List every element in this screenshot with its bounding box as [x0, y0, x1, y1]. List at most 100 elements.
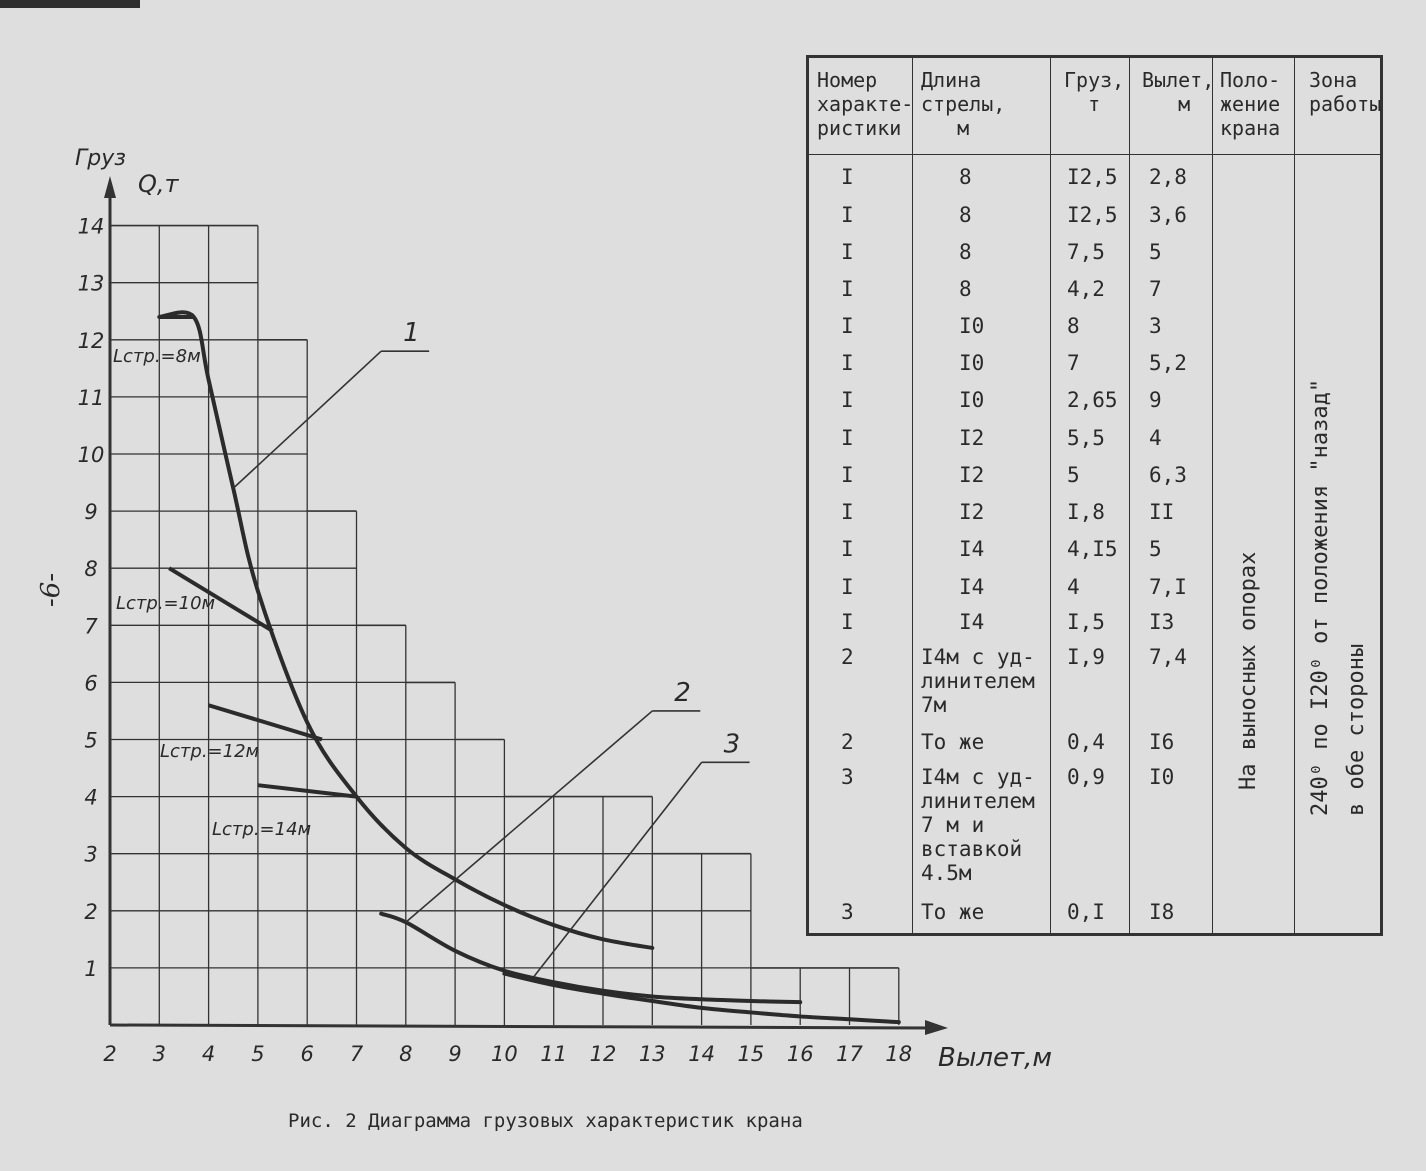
load-cell: I,8	[1067, 500, 1105, 524]
characteristic-number-cell: 3	[841, 900, 854, 924]
load-cell: 0,4	[1067, 730, 1105, 754]
characteristic-number-cell: 2	[841, 730, 854, 754]
y-tick-label: 13	[78, 272, 105, 296]
radius-cell: I6	[1149, 730, 1175, 754]
radius-cell: 3	[1149, 314, 1162, 338]
boom-length-cell: I0	[959, 351, 985, 375]
boom-length-label: Lстр.=14м	[212, 819, 311, 840]
boom-length-cell: I4	[959, 610, 985, 634]
radius-cell: 6,3	[1149, 463, 1187, 487]
table-header-radius: Вылет, м	[1142, 68, 1215, 116]
x-tick-label: 18	[885, 1042, 912, 1066]
table-header-divider	[809, 154, 1380, 155]
y-tick-label: 9	[84, 500, 97, 524]
x-tick-label: 16	[787, 1042, 814, 1066]
x-tick-label: 2	[103, 1042, 116, 1066]
boom-length-line	[168, 566, 274, 633]
y-tick-label: 12	[78, 329, 105, 353]
table-column-divider	[1212, 58, 1213, 933]
y-tick-label: 11	[78, 386, 105, 410]
radius-cell: 7	[1149, 277, 1162, 301]
table-header-number: Номер характе- ристики	[817, 68, 914, 140]
load-table: Номер характе- ристики Длина стрелы, м Г…	[806, 55, 1383, 936]
load-cell: I,5	[1067, 610, 1105, 634]
curve-3	[502, 971, 901, 1025]
characteristic-number-cell: I	[841, 500, 854, 524]
y-tick-label: 1	[84, 957, 97, 981]
characteristic-number-cell: I	[841, 351, 854, 375]
x-axis-line	[109, 1023, 941, 1030]
boom-length-label: Lстр.=8м	[113, 346, 201, 367]
boom-length-cell: 8	[959, 165, 972, 189]
characteristic-number-cell: 3	[841, 765, 854, 789]
x-tick-label: 15	[738, 1042, 765, 1066]
radius-cell: 2,8	[1149, 165, 1187, 189]
boom-length-cell: I4	[959, 537, 985, 561]
radius-cell: 4	[1149, 426, 1162, 450]
y-tick-label: 5	[84, 729, 97, 753]
characteristic-number-cell: I	[841, 388, 854, 412]
y-tick-label: 8	[84, 557, 97, 581]
characteristic-number-cell: I	[841, 575, 854, 599]
scan-edge-mark	[0, 0, 140, 8]
radius-cell: I8	[1149, 900, 1175, 924]
boom-length-label: Lстр.=10м	[116, 593, 215, 614]
characteristic-number-cell: I	[841, 165, 854, 189]
load-cell: 4,I5	[1067, 537, 1118, 561]
work-zone-text: 240⁰ по I20⁰ от положения "назад"	[1308, 378, 1333, 816]
x-tick-label: 9	[448, 1042, 461, 1066]
curve-2	[379, 911, 803, 1005]
callout-leader	[232, 350, 382, 489]
x-tick-label: 11	[540, 1042, 567, 1066]
x-tick-label: 12	[590, 1042, 617, 1066]
table-header-zone: Зона работы	[1309, 68, 1382, 116]
boom-length-line	[257, 783, 357, 799]
table-column-divider	[1129, 58, 1130, 933]
radius-cell: I0	[1149, 765, 1175, 789]
load-cell: 2,65	[1067, 388, 1118, 412]
boom-length-cell: I0	[959, 314, 985, 338]
radius-cell: II	[1149, 500, 1175, 524]
figure-caption: Рис. 2 Диаграмма грузовых характеристик …	[288, 1110, 803, 1132]
tick-labels: 2 3 4 5 6 7 8 9 10 11 12 13 14 15 16 17 1812345678910111…	[78, 215, 913, 1066]
table-column-divider	[1050, 58, 1051, 933]
radius-cell: 7,I	[1149, 575, 1187, 599]
load-cell: 0,I	[1067, 900, 1105, 924]
radius-cell: I3	[1149, 610, 1175, 634]
load-cell: 5,5	[1067, 426, 1105, 450]
table-column-divider	[1294, 58, 1295, 933]
boom-length-cell: То же	[921, 730, 985, 754]
chart-axes	[104, 176, 948, 1035]
boom-length-cell: То же	[921, 900, 985, 924]
crane-position-text: На выносных опорах	[1236, 551, 1261, 790]
boom-length-cell: I4	[959, 575, 985, 599]
y-tick-label: 14	[78, 215, 105, 239]
boom-length-cell: 8	[959, 277, 972, 301]
y-tick-label: 2	[84, 900, 97, 924]
work-zone-text-2: в обе стороны	[1344, 643, 1369, 816]
boom-length-label: Lстр.=12м	[160, 741, 259, 762]
y-tick-label: 6	[84, 671, 97, 695]
load-cell: 0,9	[1067, 765, 1105, 789]
boom-length-cell: I4м с уд- линителем 7м	[921, 645, 1035, 717]
x-axis-title: Вылет,м	[938, 1043, 1052, 1073]
load-cell: 4,2	[1067, 277, 1105, 301]
characteristic-number-cell: I	[841, 610, 854, 634]
load-cell: I,9	[1067, 645, 1105, 669]
radius-cell: 5	[1149, 537, 1162, 561]
load-cell: 8	[1067, 314, 1080, 338]
characteristic-number-cell: I	[841, 314, 854, 338]
x-tick-label: 4	[202, 1042, 215, 1066]
boom-length-cell: I2	[959, 463, 985, 487]
load-cell: I2,5	[1067, 165, 1118, 189]
curve-number-label: 3	[724, 729, 741, 759]
load-cell: 4	[1067, 575, 1080, 599]
boom-length-cell: I0	[959, 388, 985, 412]
boom-length-line	[208, 703, 323, 742]
load-cell: I2,5	[1067, 203, 1118, 227]
annotations: Lстр.=8м Lстр.=10м Lстр.=12м Lстр.=14м 1 2 3	[113, 318, 750, 977]
boom-length-cell: I2	[959, 426, 985, 450]
x-axis-arrow	[925, 1020, 948, 1035]
characteristic-number-cell: I	[841, 203, 854, 227]
x-tick-label: 13	[639, 1042, 666, 1066]
